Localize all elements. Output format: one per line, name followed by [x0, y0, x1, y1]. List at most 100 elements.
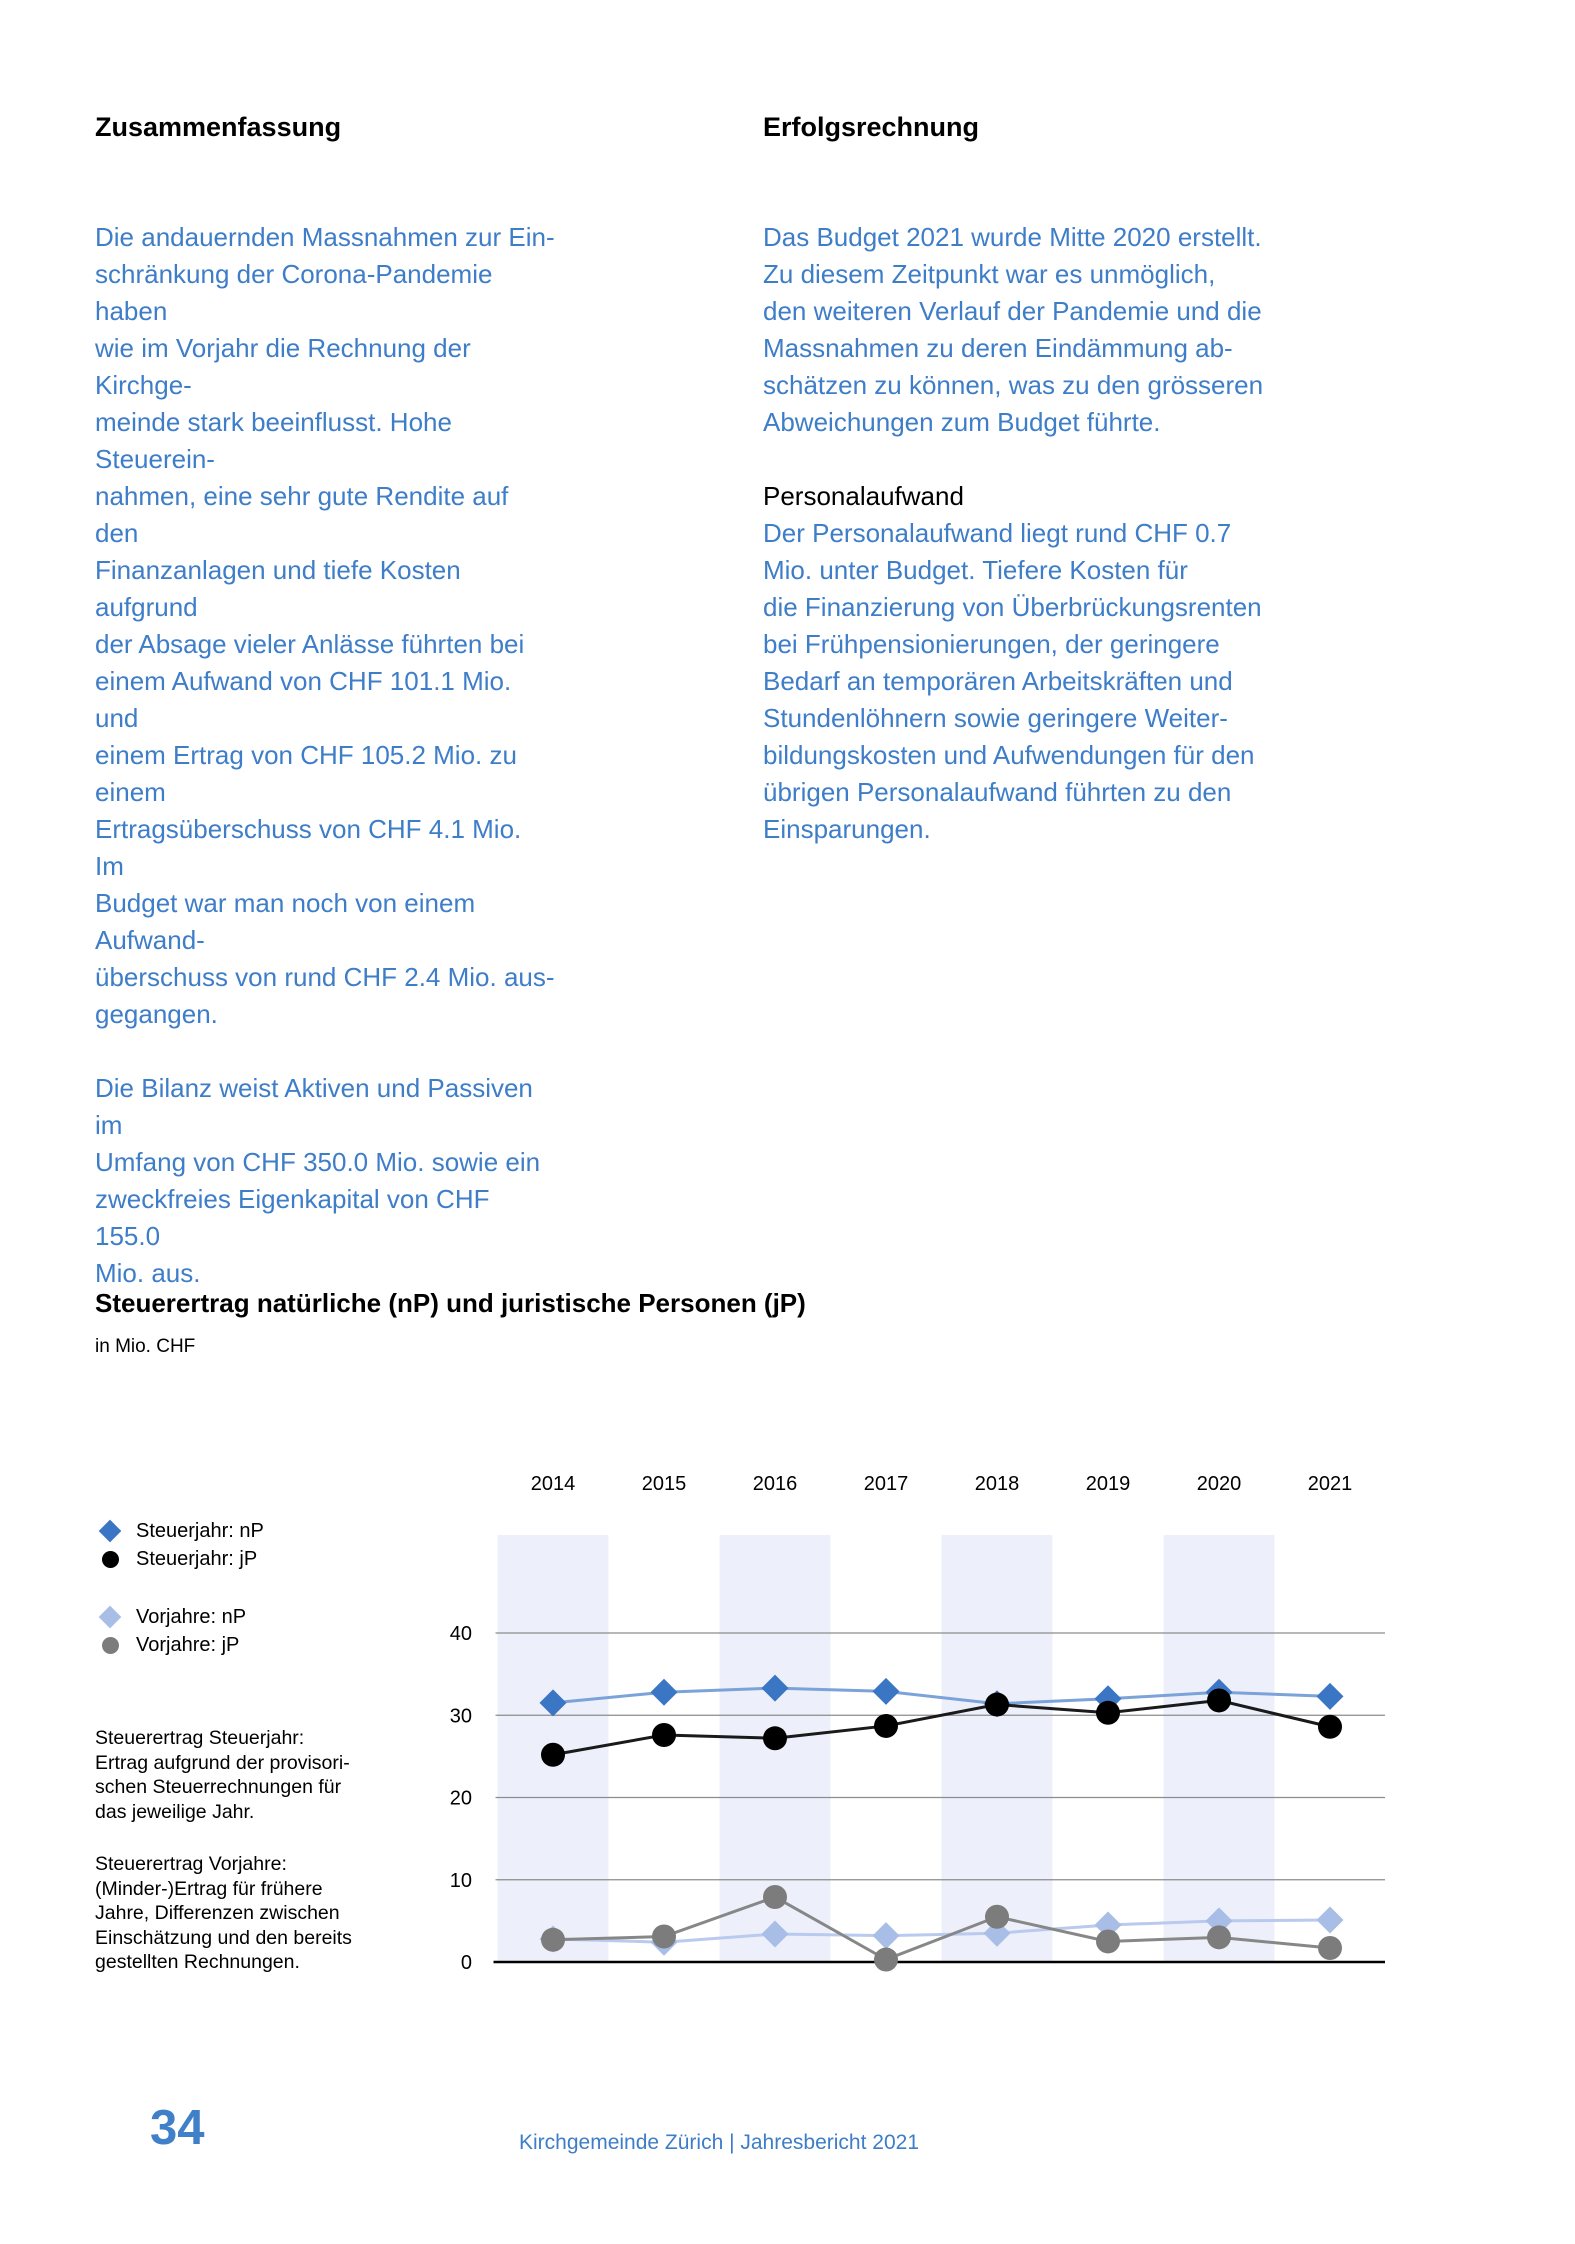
data-point-circle — [652, 1924, 676, 1949]
legend-item: Vorjahre: jP — [98, 1631, 264, 1659]
chart-legend: Steuerjahr: nP Steuerjahr: jP Vorjahre: … — [98, 1517, 264, 1659]
text-line: einem Ertrag von CHF 105.2 Mio. zu einem — [95, 740, 517, 807]
text-line: Finanzanlagen und tiefe Kosten aufgrund — [95, 555, 461, 622]
circle-marker-icon — [98, 1633, 122, 1657]
text-line: Jahre, Differenzen zwischen — [95, 1902, 340, 1925]
text-line: schränkung der Corona-Pandemie haben — [95, 259, 493, 326]
data-point-circle — [1096, 1700, 1120, 1725]
data-point-circle — [1318, 1714, 1342, 1739]
legend-label: Steuerjahr: nP — [136, 1519, 264, 1542]
text-line: Stundenlöhnern sowie geringere Weiter- — [763, 703, 1228, 733]
data-point-diamond — [761, 1674, 789, 1702]
x-tick-label: 2016 — [753, 1473, 798, 1495]
column-erfolgsrechnung: Erfolgsrechnung Das Budget 2021 wurde Mi… — [763, 112, 1403, 848]
text-line: Steuerertrag Vorjahre: — [95, 1853, 287, 1875]
series-line — [552, 1895, 1331, 1962]
y-tick-label: 30 — [450, 1705, 472, 1727]
data-point-circle — [763, 1726, 787, 1751]
data-point-diamond — [650, 1678, 678, 1706]
data-point-diamond — [761, 1920, 789, 1948]
text-line: Einschätzung und den bereits — [95, 1926, 352, 1949]
chart-subtitle: in Mio. CHF — [95, 1336, 196, 1357]
text-line: nahmen, eine sehr gute Rendite auf den — [95, 481, 509, 548]
text-line: einem Aufwand von CHF 101.1 Mio. und — [95, 666, 512, 733]
text-line: zweckfreies Eigenkapital von CHF 155.0 — [95, 1184, 490, 1251]
text-line: Zu diesem Zeitpunkt war es unmöglich, — [763, 259, 1216, 289]
text-line: (Minder-)Ertrag für frühere — [95, 1877, 323, 1900]
text-line: wie im Vorjahr die Rechnung der Kirchge- — [95, 333, 471, 400]
text-line: Ertragsüberschuss von CHF 4.1 Mio. Im — [95, 814, 522, 881]
paragraph: Das Budget 2021 wurde Mitte 2020 erstell… — [763, 219, 1403, 441]
text-line: Budget war man noch von einem Aufwand- — [95, 888, 476, 955]
text-line: schätzen zu können, was zu den grösseren — [763, 370, 1264, 400]
text-line: die Finanzierung von Überbrückungsrenten — [763, 592, 1262, 622]
section-heading-zusammenfassung: Zusammenfassung — [95, 112, 342, 142]
chart-note-vorjahre: Steuerertrag Vorjahre: (Minder-)Ertrag fü… — [95, 1852, 415, 1975]
series-line — [552, 1918, 1331, 1944]
chart-svg: 40 30 20 10 0 2014 2015 2016 2017 2018 2019 2020 202… — [450, 1473, 1385, 1974]
text-line: das jeweilige Jahr. — [95, 1800, 255, 1823]
text-line: Bedarf an temporären Arbeitskräften und — [763, 666, 1233, 696]
y-tick-label: 40 — [450, 1623, 472, 1645]
series-line — [552, 1686, 1331, 1706]
paragraph: Die andauernden Massnahmen zur Ein-schrä… — [95, 219, 555, 1033]
text-line: der Absage vieler Anlässe führten bei — [95, 629, 525, 659]
y-tick-label: 10 — [450, 1870, 472, 1892]
data-point-circle — [985, 1904, 1009, 1929]
data-point-circle — [1207, 1925, 1231, 1950]
x-tick-label: 2015 — [642, 1473, 687, 1495]
legend-label: Vorjahre: jP — [136, 1633, 240, 1656]
data-point-circle — [1318, 1936, 1342, 1961]
text-line: Massnahmen zu deren Eindämmung ab- — [763, 333, 1233, 363]
left-column-body: Die andauernden Massnahmen zur Ein-schrä… — [95, 219, 555, 1292]
x-tick-label: 2019 — [1086, 1473, 1131, 1495]
text-line: Steuerertrag Steuerjahr: — [95, 1727, 305, 1749]
text-line: bei Frühpensionierungen, der geringere — [763, 629, 1220, 659]
text-line: Umfang von CHF 350.0 Mio. sowie ein — [95, 1147, 541, 1177]
x-tick-label: 2020 — [1197, 1473, 1242, 1495]
data-point-circle — [652, 1722, 676, 1747]
right-column-body: Das Budget 2021 wurde Mitte 2020 erstell… — [763, 219, 1403, 848]
paragraph: Die Bilanz weist Aktiven und Passiven im… — [95, 1070, 555, 1292]
data-point-circle — [874, 1947, 898, 1972]
text-line: Die andauernden Massnahmen zur Ein- — [95, 222, 555, 252]
text-line: bildungskosten und Aufwendungen für den — [763, 740, 1255, 770]
chart-header: Steuerertrag natürliche (nP) und juristi… — [95, 1288, 806, 1358]
data-point-circle — [763, 1885, 787, 1910]
data-point-circle — [985, 1692, 1009, 1717]
x-tick-label: 2014 — [531, 1473, 576, 1495]
text-line: übrigen Personalaufwand führten zu den — [763, 777, 1232, 807]
sub-heading-personalaufwand: Personalaufwand — [763, 481, 964, 511]
y-tick-label: 20 — [450, 1788, 472, 1810]
legend-item: Steuerjahr: nP — [98, 1517, 264, 1545]
text-line: gegangen. — [95, 999, 218, 1029]
circle-marker-icon — [98, 1547, 122, 1571]
data-point-circle — [541, 1927, 565, 1952]
text-line: Der Personalaufwand liegt rund CHF 0.7 — [763, 518, 1232, 548]
column-zusammenfassung: Zusammenfassung Die andauernden Massnahm… — [95, 112, 555, 1292]
data-point-circle — [1096, 1929, 1120, 1954]
text-line: meinde stark beeinflusst. Hohe Steuerein… — [95, 407, 452, 474]
text-line: schen Steuerrechnungen für — [95, 1776, 342, 1799]
data-point-diamond — [872, 1922, 900, 1950]
text-line: gestellten Rechnungen. — [95, 1951, 300, 1974]
data-point-diamond — [539, 1689, 567, 1717]
series-line — [552, 1698, 1331, 1757]
data-point-diamond — [872, 1677, 900, 1705]
data-point-diamond — [1316, 1682, 1344, 1710]
x-tick-label: 2021 — [1308, 1473, 1353, 1495]
text-line: den weiteren Verlauf der Pandemie und di… — [763, 296, 1262, 326]
footer-page-number: 34 — [150, 2101, 205, 2155]
chart-note-steuerjahr: Steuerertrag Steuerjahr: Ertrag aufgrund … — [95, 1726, 415, 1824]
x-tick-label: 2017 — [864, 1473, 909, 1495]
chart-title: Steuerertrag natürliche (nP) und juristi… — [95, 1288, 806, 1318]
x-tick-label: 2018 — [975, 1473, 1020, 1495]
text-line: Abweichungen zum Budget führte. — [763, 407, 1161, 437]
diamond-marker-icon — [98, 1519, 122, 1543]
legend-item: Vorjahre: nP — [98, 1603, 264, 1631]
text-line: Ertrag aufgrund der provisori- — [95, 1751, 350, 1774]
text-line: Das Budget 2021 wurde Mitte 2020 erstell… — [763, 222, 1262, 252]
data-point-diamond — [1094, 1911, 1122, 1939]
paragraph: Der Personalaufwand liegt rund CHF 0.7 Mi… — [763, 515, 1403, 848]
